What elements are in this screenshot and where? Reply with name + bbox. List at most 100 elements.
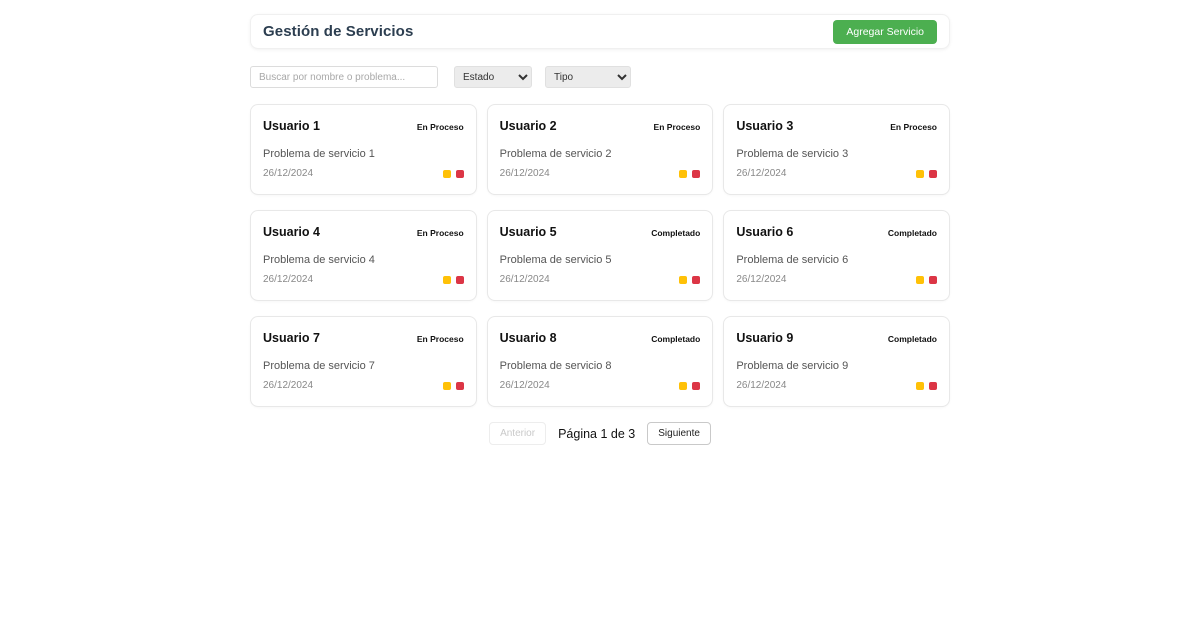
estado-select[interactable]: Estado (454, 66, 532, 88)
service-card: Usuario 2 En Proceso Problema de servici… (486, 104, 714, 195)
card-header: Usuario 2 En Proceso (500, 119, 701, 133)
page-title: Gestión de Servicios (263, 23, 414, 40)
service-date: 26/12/2024 (736, 380, 787, 391)
card-actions (916, 275, 937, 284)
red-delete-dot-icon[interactable] (692, 275, 701, 284)
service-card: Usuario 4 En Proceso Problema de servici… (250, 210, 477, 301)
yellow-edit-dot-icon[interactable] (442, 381, 451, 390)
pagination: Anterior Página 1 de 3 Siguiente (250, 422, 950, 445)
problem-text: Problema de servicio 8 (499, 360, 612, 372)
yellow-edit-dot-icon[interactable] (679, 381, 688, 390)
add-service-button[interactable]: Agregar Servicio (833, 19, 937, 44)
service-date: 26/12/2024 (736, 274, 787, 285)
card-actions (442, 275, 464, 284)
user-name: Usuario 1 (263, 119, 320, 133)
card-footer: 26/12/2024 (500, 380, 701, 391)
status-badge: En Proceso (653, 122, 701, 132)
red-delete-dot-icon[interactable] (455, 381, 464, 390)
problem-text: Problema de servicio 6 (736, 254, 849, 266)
status-badge: En Proceso (416, 334, 464, 344)
card-footer: 26/12/2024 (263, 380, 464, 391)
service-date: 26/12/2024 (263, 168, 314, 179)
problem-text: Problema de servicio 7 (263, 360, 375, 372)
card-actions (679, 275, 701, 284)
service-card: Usuario 3 En Proceso Problema de servici… (723, 104, 950, 195)
user-name: Usuario 8 (499, 331, 557, 345)
service-card: Usuario 5 Completado Problema de servici… (486, 210, 714, 301)
card-footer: 26/12/2024 (736, 380, 937, 391)
page-header: Gestión de Servicios Agregar Servicio (250, 14, 950, 49)
card-footer: 26/12/2024 (736, 168, 937, 179)
red-delete-dot-icon[interactable] (929, 381, 937, 390)
card-actions (679, 169, 701, 178)
service-date: 26/12/2024 (263, 274, 314, 285)
red-delete-dot-icon[interactable] (929, 169, 937, 178)
card-header: Usuario 1 En Proceso (263, 119, 464, 133)
tipo-select[interactable]: Tipo (545, 66, 631, 88)
card-header: Usuario 3 En Proceso (736, 119, 937, 133)
yellow-edit-dot-icon[interactable] (916, 169, 924, 178)
search-input[interactable] (250, 66, 438, 88)
card-header: Usuario 9 Completado (736, 331, 937, 345)
page-container: Gestión de Servicios Agregar Servicio Es… (250, 0, 950, 445)
yellow-edit-dot-icon[interactable] (679, 275, 688, 284)
status-badge: Completado (651, 334, 701, 344)
yellow-edit-dot-icon[interactable] (442, 169, 451, 178)
red-delete-dot-icon[interactable] (692, 169, 701, 178)
status-badge: En Proceso (416, 228, 464, 238)
card-actions (916, 169, 937, 178)
card-actions (442, 169, 464, 178)
user-name: Usuario 7 (263, 331, 320, 345)
problem-text: Problema de servicio 1 (263, 148, 375, 160)
card-header: Usuario 5 Completado (500, 225, 701, 239)
yellow-edit-dot-icon[interactable] (916, 381, 924, 390)
user-name: Usuario 9 (736, 331, 794, 345)
red-delete-dot-icon[interactable] (455, 169, 464, 178)
card-footer: 26/12/2024 (263, 274, 464, 285)
user-name: Usuario 5 (499, 225, 557, 239)
red-delete-dot-icon[interactable] (692, 381, 701, 390)
status-badge: Completado (887, 334, 937, 344)
problem-text: Problema de servicio 5 (499, 254, 612, 266)
next-page-button[interactable]: Siguiente (647, 422, 711, 445)
problem-text: Problema de servicio 2 (499, 148, 612, 160)
red-delete-dot-icon[interactable] (929, 275, 937, 284)
card-actions (916, 381, 937, 390)
card-header: Usuario 4 En Proceso (263, 225, 464, 239)
user-name: Usuario 3 (736, 119, 794, 133)
card-footer: 26/12/2024 (500, 274, 701, 285)
service-card: Usuario 6 Completado Problema de servici… (723, 210, 950, 301)
service-date: 26/12/2024 (736, 168, 787, 179)
yellow-edit-dot-icon[interactable] (442, 275, 451, 284)
service-date: 26/12/2024 (499, 168, 550, 179)
card-footer: 26/12/2024 (500, 168, 701, 179)
status-badge: En Proceso (890, 122, 937, 132)
status-badge: Completado (887, 228, 937, 238)
service-date: 26/12/2024 (499, 380, 550, 391)
card-header: Usuario 7 En Proceso (263, 331, 464, 345)
status-badge: Completado (651, 228, 701, 238)
problem-text: Problema de servicio 4 (263, 254, 375, 266)
service-date: 26/12/2024 (263, 380, 314, 391)
user-name: Usuario 4 (263, 225, 320, 239)
yellow-edit-dot-icon[interactable] (916, 275, 924, 284)
problem-text: Problema de servicio 3 (736, 148, 849, 160)
card-footer: 26/12/2024 (263, 168, 464, 179)
card-actions (679, 381, 701, 390)
card-footer: 26/12/2024 (736, 274, 937, 285)
filter-bar: Estado Tipo (250, 66, 950, 88)
card-header: Usuario 8 Completado (500, 331, 701, 345)
card-header: Usuario 6 Completado (736, 225, 937, 239)
service-cards-grid: Usuario 1 En Proceso Problema de servici… (250, 104, 950, 407)
service-card: Usuario 8 Completado Problema de servici… (486, 316, 714, 407)
service-card: Usuario 9 Completado Problema de servici… (723, 316, 950, 407)
previous-page-button[interactable]: Anterior (489, 422, 547, 445)
yellow-edit-dot-icon[interactable] (679, 169, 688, 178)
red-delete-dot-icon[interactable] (455, 275, 464, 284)
user-name: Usuario 2 (499, 119, 557, 133)
page-indicator: Página 1 de 3 (558, 426, 636, 441)
service-card: Usuario 7 En Proceso Problema de servici… (250, 316, 477, 407)
problem-text: Problema de servicio 9 (736, 360, 849, 372)
card-actions (442, 381, 464, 390)
service-date: 26/12/2024 (499, 274, 550, 285)
